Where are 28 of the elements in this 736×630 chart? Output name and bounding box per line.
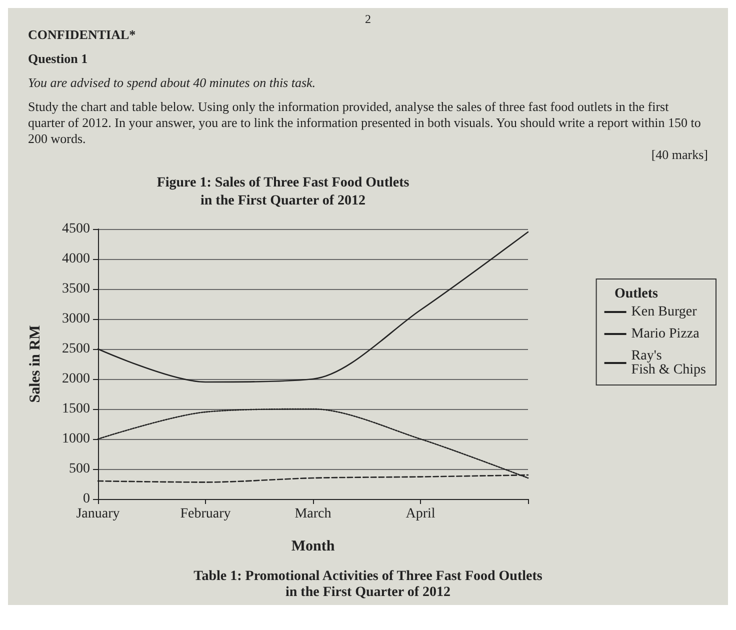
text: 2 [364,12,372,27]
x-tick-label: April [406,506,436,522]
chart-title: Figure 1: Sales of Three Fast Food Outlets in the First Quarter of 2012 [156,176,410,208]
y-axis-title: Sales in RM [28,325,44,403]
legend-title: Outlets [614,286,659,302]
legend-label: Ray's Fish & Chips [631,348,706,378]
legend-label: Ken Burger [631,304,698,320]
y-tick-label: 4500 [62,222,90,236]
y-tick-label: 3000 [62,312,90,326]
text: You are advised to spend about 40 minutes on this task. [28,75,317,91]
text: Question 1 [28,51,89,67]
text: Study the chart and table below. Using only the information provided, analyse the sales of three fast food outlets in the first quarter of 2012. In your answer, you are to link the information presented in both visuals. You should write a report within 150 to 200 words. [28,99,702,147]
x-tick-label: March [294,506,332,522]
y-tick-label: 2500 [62,342,90,356]
y-tick-label: 0 [83,492,90,506]
caption: Table 1: Promotional Activities of Three Fast Food Outlets in the First Quarter of 2012 [192,569,544,602]
y-tick-label: 2000 [62,372,90,386]
y-tick-label: 1000 [62,432,90,446]
y-tick-label: 4000 [62,252,90,266]
x-tick-label: February [180,506,231,522]
y-tick-label: 1500 [62,402,90,416]
y-tick-label: 500 [69,462,90,476]
x-axis-title: Month [291,538,336,554]
x-tick-label: January [76,506,120,522]
y-tick-label: 3500 [62,282,90,296]
legend-label: Mario Pizza [631,326,700,342]
text: CONFIDENTIAL* [28,27,137,43]
text: [40 marks] [650,147,708,163]
